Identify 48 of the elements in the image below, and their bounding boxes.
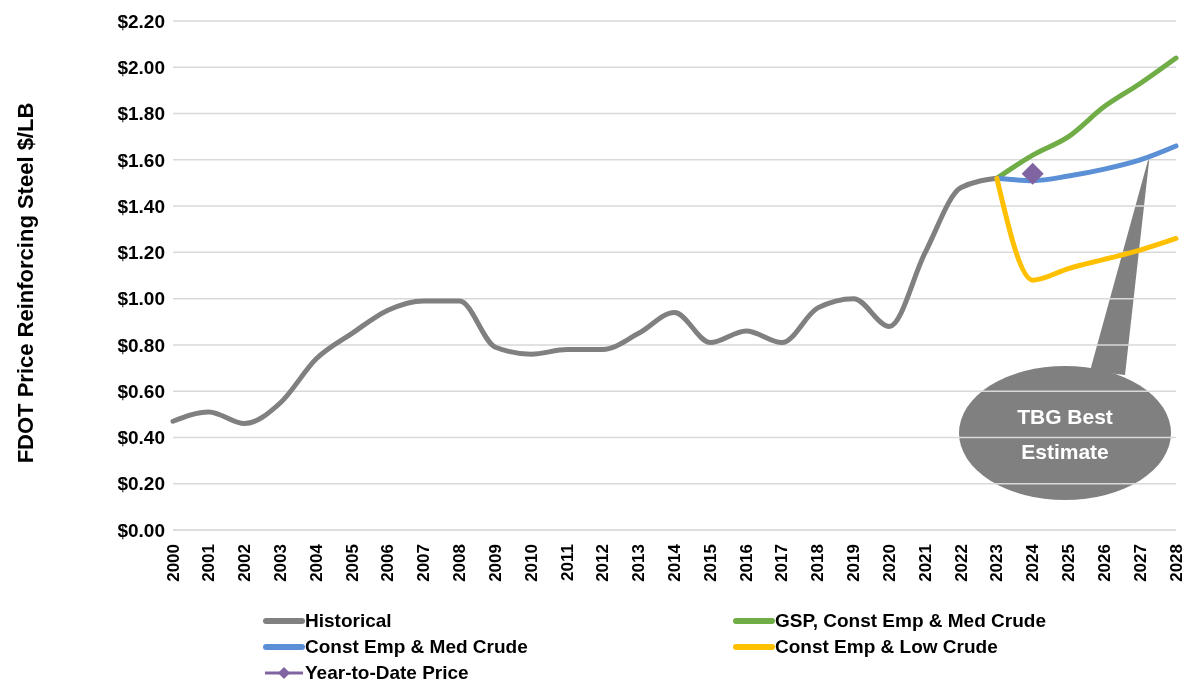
legend-label: Const Emp & Low Crude xyxy=(775,636,998,658)
x-tick-label: 2028 xyxy=(1166,544,1186,582)
x-tick-label: 2007 xyxy=(414,544,434,582)
x-tick-label: 2000 xyxy=(163,544,183,582)
y-tick-label: $0.00 xyxy=(117,519,165,541)
y-tick-label: $0.60 xyxy=(117,380,165,402)
x-tick-label: 2018 xyxy=(808,544,828,582)
x-tick-label: 2025 xyxy=(1059,544,1079,582)
x-tick-label: 2024 xyxy=(1023,543,1043,582)
x-tick-label: 2010 xyxy=(521,544,541,582)
y-tick-label: $1.40 xyxy=(117,195,165,217)
x-tick-label: 2005 xyxy=(342,544,362,582)
x-tick-label: 2004 xyxy=(306,543,326,582)
x-tick-label: 2020 xyxy=(879,544,899,582)
y-tick-label: $1.20 xyxy=(117,242,165,264)
x-tick-label: 2001 xyxy=(199,544,219,582)
y-tick-label: $2.00 xyxy=(117,57,165,79)
x-tick-label: 2013 xyxy=(629,544,649,582)
y-tick-label: $2.20 xyxy=(117,10,165,32)
x-tick-label: 2027 xyxy=(1130,544,1150,582)
annotation: TBG Best Estimate xyxy=(1017,405,1113,463)
x-tick-label: 2011 xyxy=(557,544,577,581)
y-tick-label: $1.80 xyxy=(117,103,165,125)
y-tick-label: $0.20 xyxy=(117,473,165,495)
x-tick-label: 2015 xyxy=(700,544,720,582)
x-tick-label: 2021 xyxy=(915,544,935,582)
x-tick-label: 2019 xyxy=(844,544,864,582)
y-tick-label: $1.00 xyxy=(117,288,165,310)
y-tick-label: $0.80 xyxy=(117,334,165,356)
legend-label: GSP, Const Emp & Med Crude xyxy=(775,610,1046,632)
x-tick-label: 2006 xyxy=(378,544,398,582)
x-tick-label: 2002 xyxy=(235,544,255,582)
x-tick-label: 2023 xyxy=(987,544,1007,582)
y-tick-label: $1.60 xyxy=(117,149,165,171)
legend-label: Const Emp & Med Crude xyxy=(305,636,528,658)
x-tick-label: 2012 xyxy=(593,544,613,582)
x-tick-label: 2014 xyxy=(665,543,684,582)
legend-label: Year-to-Date Price xyxy=(305,662,469,684)
y-tick-label: $0.40 xyxy=(117,427,165,449)
legend-label: Historical xyxy=(305,610,392,632)
x-tick-label: 2009 xyxy=(485,544,505,582)
x-tick-label: 2016 xyxy=(736,544,756,582)
y-axis-title: FDOT Price Reinforcing Steel $/LB xyxy=(13,102,39,464)
x-tick-label: 2003 xyxy=(270,544,290,582)
x-tick-label: 2026 xyxy=(1094,544,1114,582)
x-tick-label: 2022 xyxy=(951,544,971,582)
x-tick-label: 2017 xyxy=(772,544,792,582)
x-tick-label: 2008 xyxy=(450,544,470,582)
